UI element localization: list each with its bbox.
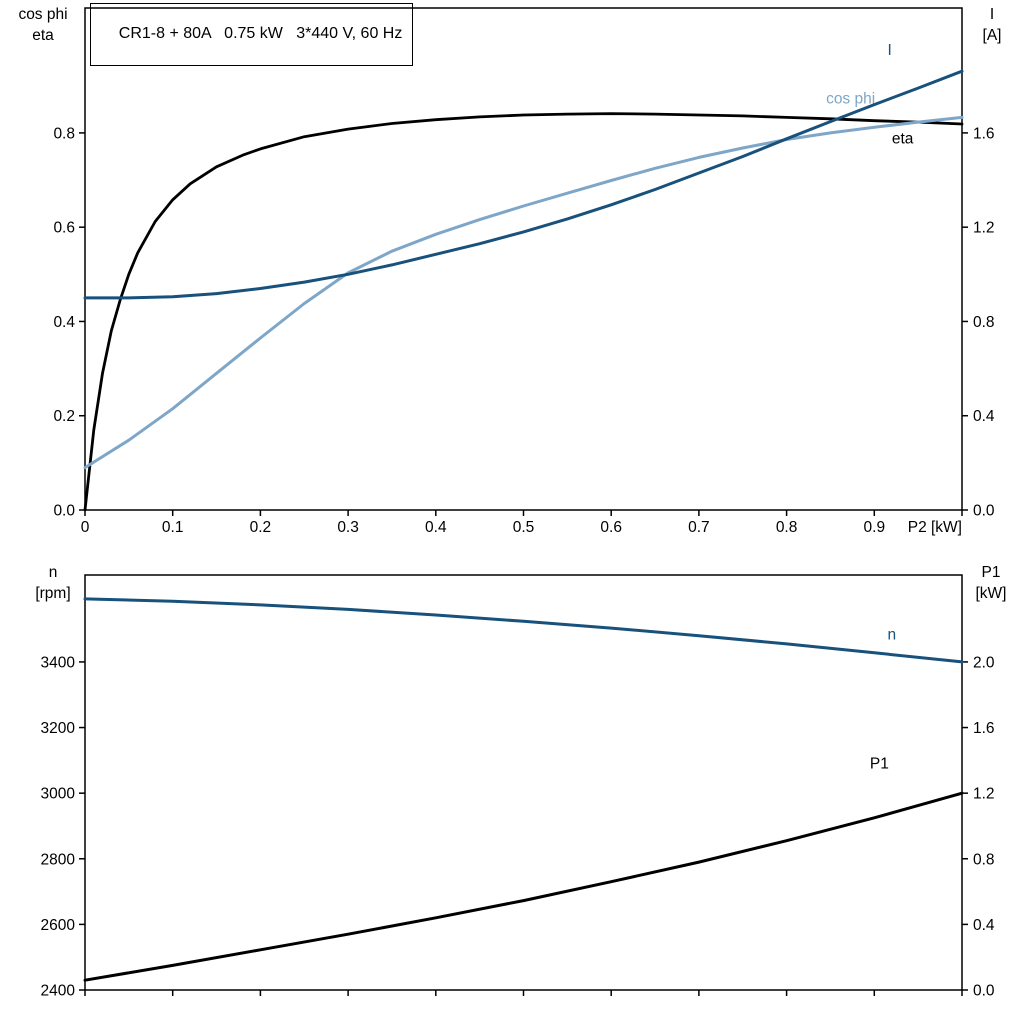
right-tick-label: 0.8 [973, 314, 995, 331]
right-tick-label: 0.4 [973, 917, 995, 934]
left-tick-label: 2800 [41, 851, 76, 868]
upper-right-axis-label: I [A] [966, 4, 1018, 46]
right-tick-label: 0.4 [973, 408, 995, 425]
plot-border [84, 574, 963, 991]
x-tick-label: 0.5 [513, 519, 535, 536]
upper-chart-canvas: 0.0 0.2 0.4 0.6 0.8 0.0 0.4 0.8 1.2 1.6 0 0.1 0.2 0.3… [53, 7, 995, 536]
left-tick-label: 0.2 [53, 408, 75, 425]
chart-title: CR1-8 + 80A 0.75 kW 3*440 V, 60 Hz [118, 25, 403, 42]
x-tick-label: 0.2 [250, 519, 272, 536]
x-tick-label: 0.6 [600, 519, 622, 536]
lower-chart-canvas: 2400 2600 2800 3000 3200 3400 0.0 0.4 0.8 1.2 1.6 2… [41, 574, 995, 1000]
curve-I [83, 69, 964, 300]
lower-left-axis-label-line1: n [48, 564, 58, 581]
plot-border [84, 7, 963, 511]
left-tick-label: 0.4 [53, 314, 75, 331]
right-tick-label: 0.8 [973, 851, 995, 868]
left-tick-label: 0.6 [53, 220, 75, 237]
lower-right-axis-label: P1 [kW] [962, 562, 1020, 604]
upper-left-axis-label-line1: cos phi [18, 6, 68, 23]
right-tick-label: 1.6 [973, 125, 995, 142]
left-tick-label: 0.0 [53, 503, 75, 520]
x-axis-label: P2 [kW] [908, 519, 962, 536]
curve-label-n: n [887, 627, 896, 644]
curve-eta [83, 112, 964, 512]
left-tick-label: 2400 [41, 983, 76, 1000]
curve-n [83, 597, 964, 664]
upper-left-axis-label: cos phi eta [4, 4, 82, 46]
curve-label-eta: eta [892, 130, 914, 147]
upper-left-axis-label-line2: eta [32, 27, 54, 44]
curve-label-P1: P1 [870, 756, 889, 773]
upper-right-axis-label-line1: I [989, 6, 995, 23]
left-tick-label: 3200 [41, 720, 76, 737]
lower-left-axis-label: n [rpm] [14, 562, 92, 604]
right-tick-label: 2.0 [973, 654, 995, 671]
left-tick-label: 3000 [41, 786, 76, 803]
x-tick-label: 0 [81, 519, 90, 536]
right-tick-label: 0.0 [973, 503, 995, 520]
lower-right-axis-label-line2: [kW] [975, 585, 1007, 602]
chart-title-box: CR1-8 + 80A 0.75 kW 3*440 V, 60 Hz [90, 3, 414, 66]
right-tick-label: 1.2 [973, 220, 995, 237]
curve-cos-phi [83, 115, 964, 470]
left-tick-label: 2600 [41, 917, 76, 934]
right-tick-label: 1.6 [973, 720, 995, 737]
x-tick-label: 0.9 [864, 519, 886, 536]
lower-right-axis-label-line1: P1 [981, 564, 1001, 581]
curve-P1 [83, 791, 964, 982]
x-tick-label: 0.8 [776, 519, 798, 536]
x-tick-label: 0.3 [337, 519, 359, 536]
left-tick-label: 0.8 [53, 125, 75, 142]
x-tick-label: 0.1 [162, 519, 184, 536]
curve-label-cos-phi: cos phi [826, 91, 875, 108]
lower-left-axis-label-line2: [rpm] [35, 585, 71, 602]
curve-label-I: I [887, 42, 891, 59]
x-tick-label: 0.7 [688, 519, 710, 536]
right-tick-label: 0.0 [973, 983, 995, 1000]
x-tick-label: 0.4 [425, 519, 447, 536]
upper-right-axis-label-line2: [A] [982, 27, 1002, 44]
right-tick-label: 1.2 [973, 786, 995, 803]
left-tick-label: 3400 [41, 654, 76, 671]
